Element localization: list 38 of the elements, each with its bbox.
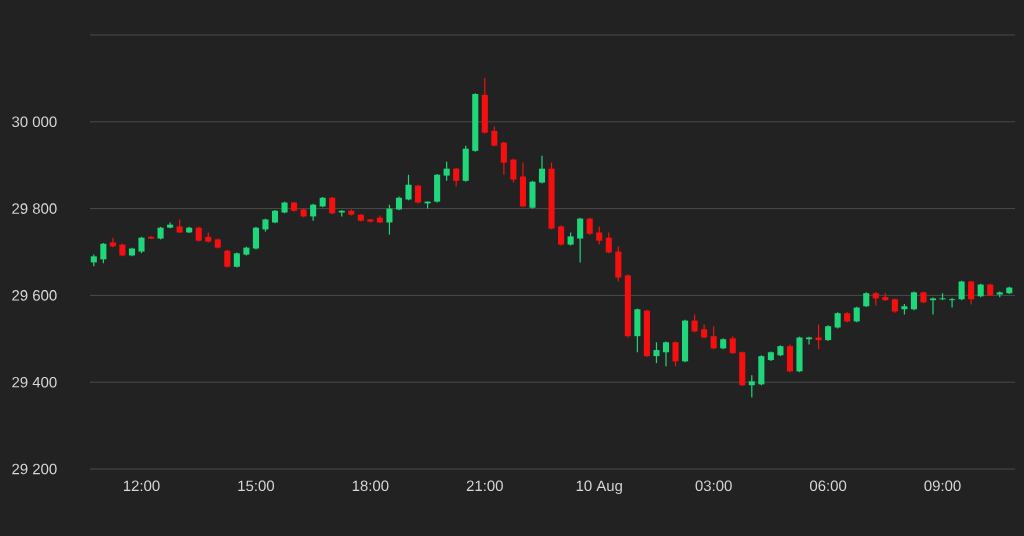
candlestick <box>748 374 755 398</box>
candlestick <box>596 225 603 246</box>
candlestick <box>577 217 584 264</box>
x-tick-label: 10 Aug <box>576 480 622 495</box>
candlestick <box>443 161 450 182</box>
candlestick <box>491 125 498 148</box>
candlestick <box>949 297 956 309</box>
candlestick <box>510 158 517 184</box>
candlestick <box>815 323 822 350</box>
candlestick <box>109 237 116 248</box>
candlestick <box>405 174 412 201</box>
candlestick <box>958 280 965 301</box>
y-tick-label: 29 200 <box>12 463 57 475</box>
x-tick-label: 15:00 <box>238 480 275 492</box>
candlestick <box>100 242 107 264</box>
candlestick <box>538 155 546 185</box>
candlestick <box>710 325 717 350</box>
x-tick-label: 18:00 <box>352 480 389 492</box>
candlestick <box>453 167 460 188</box>
candlestick <box>929 296 937 316</box>
candlestick <box>662 340 670 367</box>
candlestick <box>805 336 813 346</box>
candlestick <box>500 141 507 176</box>
candlestick <box>910 290 917 311</box>
x-tick-label: 09:00 <box>924 480 961 492</box>
y-tick-label: 29 400 <box>12 376 57 388</box>
candlestick <box>968 280 975 306</box>
y-tick-label: 29 600 <box>12 290 57 301</box>
y-tick-label: 30 000 <box>12 116 57 128</box>
candlestick <box>386 204 393 236</box>
x-tick-label: 12:00 <box>123 480 160 492</box>
x-tick-label: 06:00 <box>809 480 847 492</box>
candlestick <box>672 340 679 367</box>
candlestick <box>653 341 660 364</box>
x-tick-label: 21:00 <box>466 480 503 492</box>
y-tick-label: 29 800 <box>12 203 57 214</box>
x-tick-label: 03:00 <box>695 480 732 492</box>
candlestick <box>605 231 612 254</box>
